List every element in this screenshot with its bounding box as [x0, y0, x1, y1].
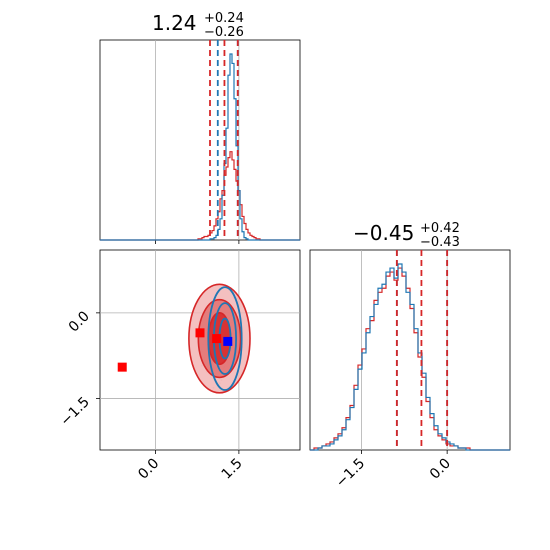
marginal2-x-tick-label: 0.0 — [427, 456, 454, 483]
joint-param1-param2-panel — [96, 249, 301, 454]
joint-x-tick-label: 0.0 — [135, 456, 162, 483]
red-marker — [195, 328, 205, 338]
axes-frame — [99, 39, 301, 241]
red-marker — [117, 362, 127, 372]
param2-histogram-blue — [310, 263, 510, 451]
red-marker — [212, 334, 222, 344]
marginal2-x-tick-label: −1.5 — [333, 456, 368, 491]
param1-title: 1.24 — [152, 11, 197, 35]
marginal-param2-panel — [309, 249, 511, 454]
joint-y-tick-label: 0.0 — [66, 308, 93, 335]
joint-x-tick-label: 1.5 — [219, 456, 246, 483]
blue-contour — [207, 286, 243, 391]
param2-title-upper: +0.42 — [420, 221, 460, 236]
blue-marker — [223, 336, 233, 346]
axes-frame — [309, 249, 511, 451]
param2-title-lower: −0.43 — [420, 235, 460, 250]
marginal-param1-panel — [99, 39, 301, 244]
param1-title-upper: +0.24 — [204, 11, 244, 26]
param1-title-lower: −0.26 — [204, 25, 244, 40]
param2-title: −0.45 — [353, 221, 414, 245]
joint-y-tick-label: −1.5 — [57, 394, 92, 429]
param1-histogram-blue — [100, 53, 300, 241]
